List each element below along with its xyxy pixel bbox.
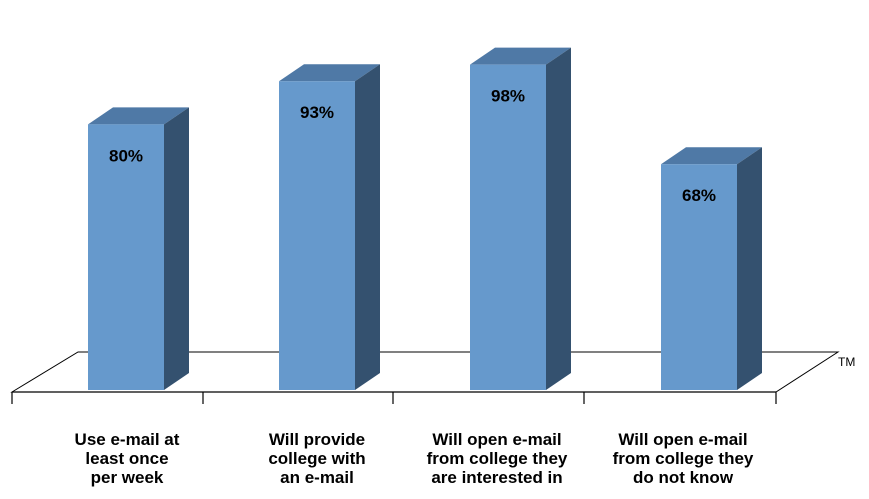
bar-value-label: 93% [300, 103, 334, 122]
bars-group: 80% 93% 98% 68% [88, 47, 762, 391]
category-label: Use e-mail at least once per week [74, 430, 180, 487]
x-axis [11, 391, 777, 404]
category-label: Will provide college with an e-mail [268, 430, 366, 487]
bar-front-face [661, 164, 737, 390]
bar: 98% [470, 47, 571, 390]
trademark-mark: TM [838, 355, 856, 369]
bar: 80% [88, 107, 189, 391]
category-label: Will open e-mail from college they are i… [426, 430, 568, 487]
bar: 93% [279, 64, 380, 391]
bar-front-face [470, 64, 546, 390]
bar-value-label: 68% [682, 186, 716, 205]
bar-top-face [279, 64, 380, 82]
bar-top-face [661, 147, 762, 165]
category-label: Will open e-mail from college they do no… [612, 430, 754, 487]
bar-side-face [164, 107, 189, 391]
bar-side-face [546, 47, 571, 390]
bar-top-face [88, 107, 189, 125]
bar-top-face [470, 47, 571, 65]
bar: 68% [661, 147, 762, 390]
bar-side-face [737, 147, 762, 390]
bar-side-face [355, 64, 380, 391]
bar-value-label: 80% [109, 146, 143, 165]
bar-value-label: 98% [491, 87, 525, 106]
bar-front-face [88, 124, 164, 391]
bar-front-face [279, 81, 355, 391]
